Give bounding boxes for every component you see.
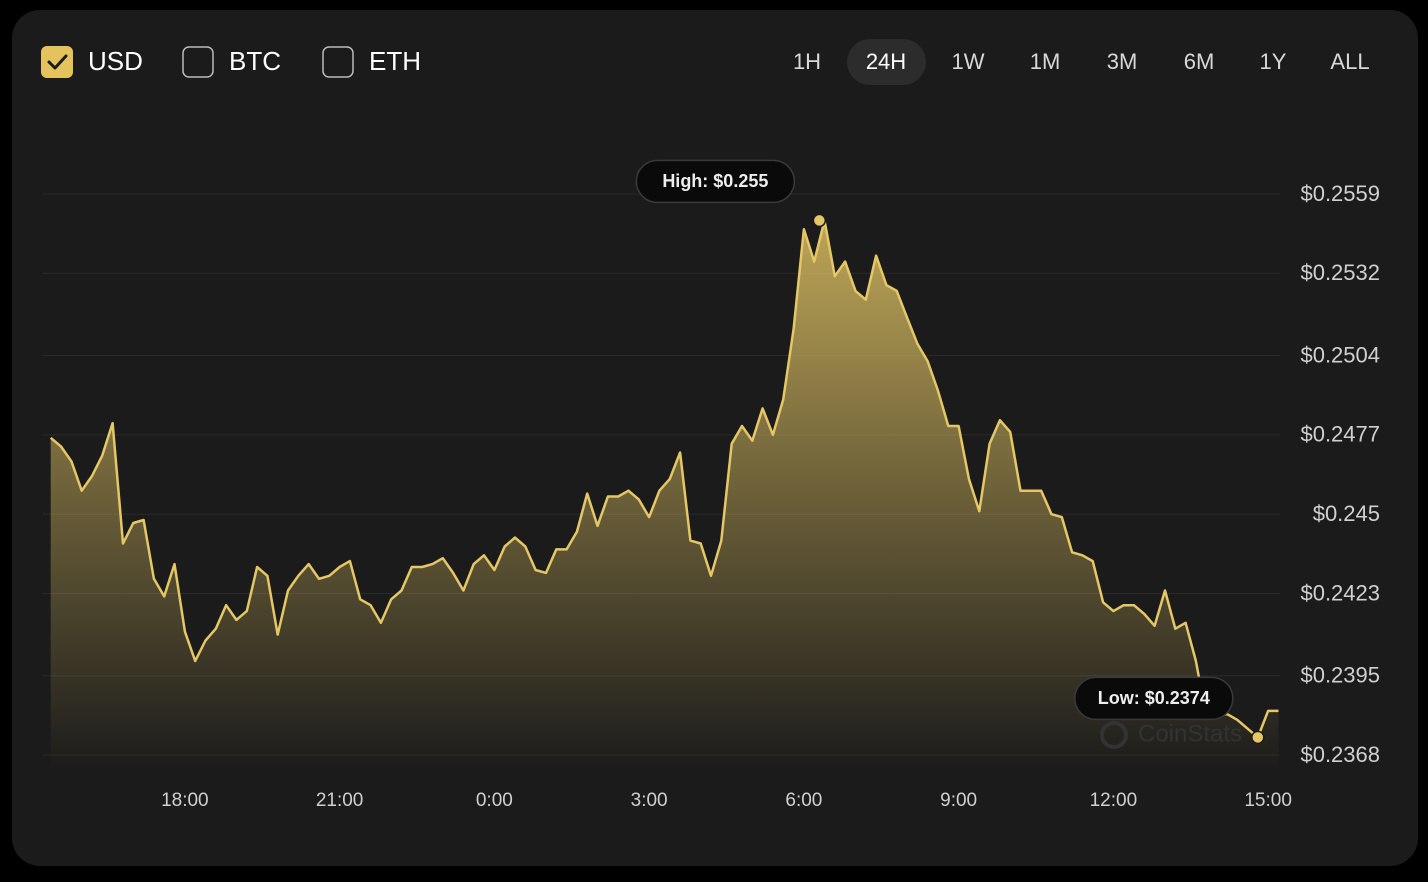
checkbox[interactable] <box>182 46 214 78</box>
range-label[interactable]: 24H <box>866 49 906 74</box>
watermark: CoinStats <box>1100 720 1242 749</box>
y-tick-label: $0.2477 <box>1300 422 1380 447</box>
range-label[interactable]: 1Y <box>1260 49 1287 74</box>
currency-label[interactable]: BTC <box>229 46 281 76</box>
range-label[interactable]: 1W <box>952 49 985 74</box>
x-tick-label: 21:00 <box>316 790 364 811</box>
currency-toggle[interactable]: ETH <box>322 46 421 78</box>
range-button-active[interactable] <box>847 39 926 85</box>
range-button[interactable]: ALL <box>1330 49 1369 74</box>
annotation-dot <box>1251 730 1265 745</box>
currency-label[interactable]: ETH <box>369 46 421 76</box>
annotation-box <box>635 159 796 204</box>
range-button[interactable]: 6M <box>1184 49 1215 74</box>
y-tick-label: $0.2395 <box>1300 663 1380 688</box>
x-tick-label: 12:00 <box>1090 790 1138 811</box>
x-tick-label: 3:00 <box>631 790 668 811</box>
checkbox-checked[interactable] <box>41 46 73 78</box>
area <box>50 220 1279 772</box>
currency-label[interactable]: USD <box>88 46 143 76</box>
controls: USD BTC ETH 1H 24H 1W 1M 3M 6M 1Y ALL <box>41 39 1370 85</box>
x-tick-label: 0:00 <box>476 790 513 811</box>
x-tick-label: 18:00 <box>161 790 209 811</box>
annotation-text: Low: $0.2374 <box>1098 688 1210 708</box>
range-button[interactable]: 1M <box>1030 49 1061 74</box>
range-label[interactable]: ALL <box>1330 49 1369 74</box>
y-tick-label: $0.2368 <box>1300 742 1380 767</box>
watermark-icon <box>1100 721 1128 749</box>
y-tick-label: $0.245 <box>1313 501 1380 526</box>
range-label[interactable]: 6M <box>1184 49 1215 74</box>
axes: $0.2559 $0.2532 $0.2504 $0.2477 $0.245 $0.242… <box>161 181 1380 811</box>
x-tick-label: 9:00 <box>940 790 977 811</box>
y-tick-label: $0.2423 <box>1300 580 1380 605</box>
y-tick-label: $0.2559 <box>1300 181 1380 206</box>
range-button[interactable]: 3M <box>1107 49 1138 74</box>
annotation-text: High: $0.255 <box>662 171 768 191</box>
x-tick-label: 6:00 <box>785 790 822 811</box>
annotation-dot <box>812 213 827 228</box>
range-button[interactable]: 1Y <box>1260 49 1287 74</box>
range-button[interactable]: 24H <box>847 39 926 85</box>
currency-toggle[interactable]: USD <box>41 46 143 78</box>
check-icon <box>47 54 68 70</box>
checkbox[interactable] <box>322 46 354 78</box>
annotations: High: $0.255 Low: $0.2374 <box>635 159 1265 745</box>
range-label[interactable]: 1M <box>1030 49 1061 74</box>
range-label[interactable]: 1H <box>793 49 821 74</box>
y-tick-label: $0.2532 <box>1300 260 1380 285</box>
currency-toggle[interactable]: BTC <box>182 46 281 78</box>
annotation-box <box>1074 676 1234 721</box>
x-tick-label: 15:00 <box>1244 790 1292 811</box>
plot <box>49 219 1279 772</box>
range-button[interactable]: 1H <box>793 49 821 74</box>
range-button[interactable]: 1W <box>952 49 985 74</box>
price-line <box>49 219 1279 739</box>
range-label[interactable]: 3M <box>1107 49 1138 74</box>
y-tick-label: $0.2504 <box>1300 342 1380 367</box>
watermark-text: CoinStats <box>1138 720 1242 747</box>
